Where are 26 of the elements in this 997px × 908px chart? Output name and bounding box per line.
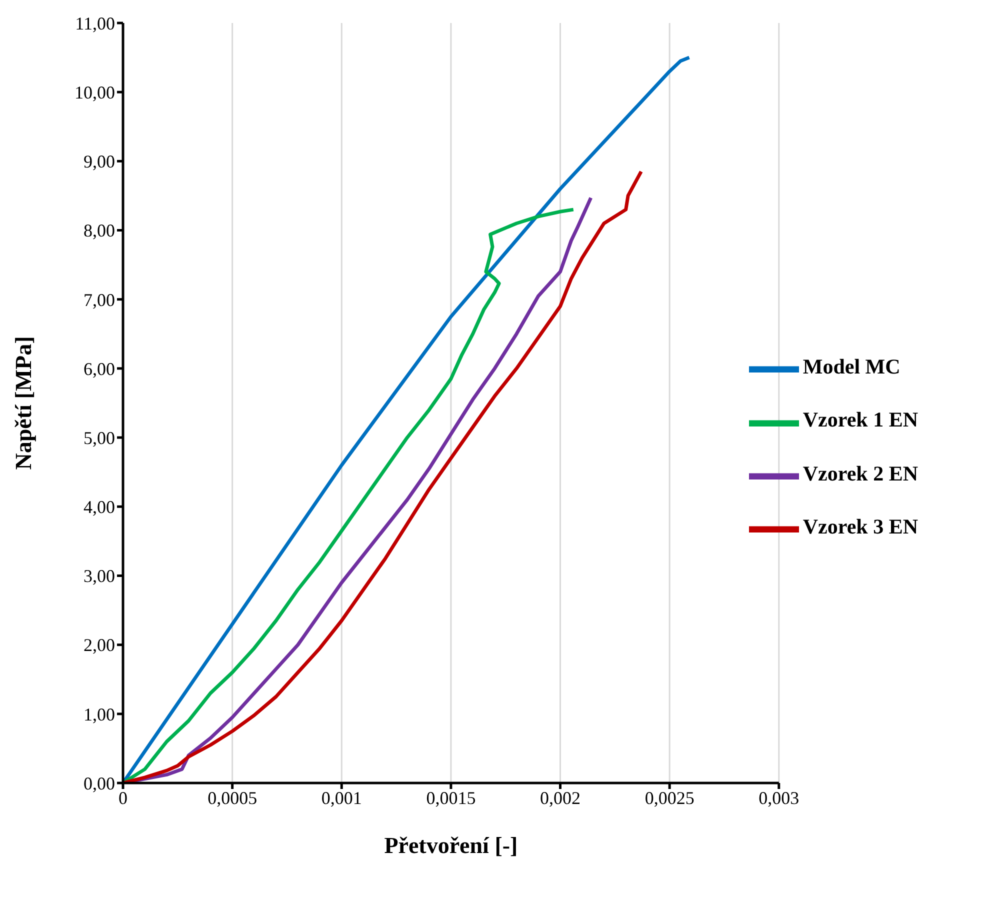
y-tick-label: 5,00: [84, 428, 115, 448]
legend-label: Vzorek 1 EN: [802, 408, 918, 432]
x-tick-label: 0: [118, 788, 128, 808]
y-axis-title: Napětí [MPa]: [11, 336, 36, 470]
y-tick-label: 6,00: [84, 358, 115, 379]
y-tick-label: 8,00: [84, 220, 115, 241]
legend-label: Vzorek 2 EN: [802, 461, 918, 485]
x-tick-label: 0,0015: [426, 788, 476, 808]
y-tick-label: 3,00: [84, 566, 115, 586]
x-tick-label: 0,002: [540, 788, 581, 808]
y-tick-label: 7,00: [84, 290, 115, 310]
x-tick-label: 0,003: [758, 788, 800, 808]
y-tick-label: 4,00: [84, 497, 115, 518]
y-tick-label: 1,00: [84, 704, 115, 724]
x-tick-label: 0,0005: [208, 788, 258, 808]
line-series: [123, 56, 691, 783]
y-tick-label: 11,00: [75, 13, 115, 34]
y-tick-label: 9,00: [84, 152, 115, 172]
x-tick-label: 0,0025: [644, 788, 694, 808]
x-axis-title: Přetvoření [-]: [384, 833, 518, 858]
x-tick-label: 0,001: [321, 788, 362, 808]
y-tick-label: 2,00: [84, 635, 115, 656]
legend-label: Model MC: [802, 354, 900, 378]
legend-label: Vzorek 3 EN: [802, 514, 918, 538]
y-tick-label: 0,00: [84, 773, 115, 794]
y-tick-label: 10,00: [74, 82, 115, 102]
